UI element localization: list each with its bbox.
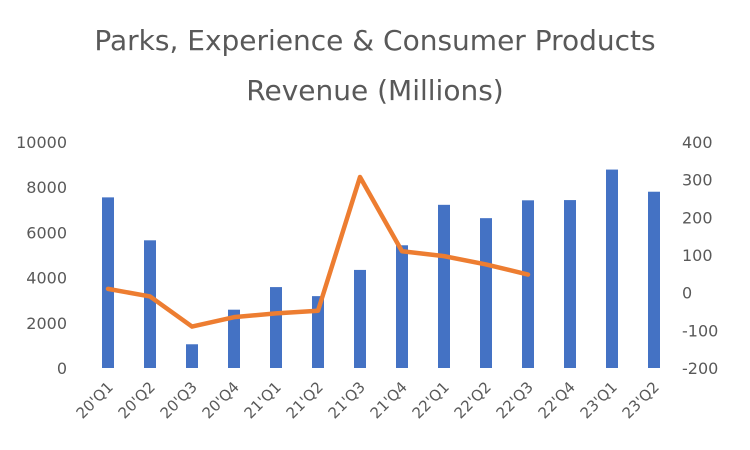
- y-left-tick-label: 6000: [26, 223, 67, 242]
- x-tick-label: 22'Q4: [535, 378, 579, 422]
- bar: [102, 197, 114, 368]
- x-tick-label: 21'Q1: [241, 378, 285, 422]
- x-tick-label: 22'Q1: [409, 378, 453, 422]
- bar: [228, 309, 240, 368]
- x-tick-label: 20'Q2: [115, 378, 159, 422]
- x-tick-label: 21'Q2: [283, 378, 327, 422]
- bar: [186, 344, 198, 368]
- bar: [606, 169, 618, 368]
- y-left-tick-label: 2000: [26, 314, 67, 333]
- bar: [396, 245, 408, 368]
- x-tick-label: 23'Q1: [577, 378, 621, 422]
- bar: [354, 269, 366, 368]
- chart-title: Parks, Experience & Consumer Products: [94, 24, 656, 57]
- x-tick-label: 21'Q3: [325, 378, 369, 422]
- y-left-tick-label: 0: [57, 359, 67, 378]
- x-tick-label: 23'Q2: [619, 378, 663, 422]
- y-left-tick-label: 8000: [26, 178, 67, 197]
- y-right-tick-label: 100: [682, 246, 713, 265]
- x-tick-label: 21'Q4: [367, 378, 411, 422]
- y-right-tick-label: -200: [682, 359, 718, 378]
- bar: [144, 240, 156, 368]
- x-tick-label: 20'Q3: [157, 378, 201, 422]
- bar: [270, 287, 282, 368]
- x-tick-label: 20'Q4: [199, 378, 243, 422]
- y-right-tick-label: 300: [682, 171, 713, 190]
- y-right-tick-label: 200: [682, 208, 713, 227]
- bar: [564, 200, 576, 368]
- bar: [480, 218, 492, 368]
- x-tick-label: 20'Q1: [73, 378, 117, 422]
- x-tick-label: 22'Q3: [493, 378, 537, 422]
- y-right-tick-label: -100: [682, 321, 718, 340]
- x-tick-label: 22'Q2: [451, 378, 495, 422]
- bar: [522, 200, 534, 368]
- bar: [648, 191, 660, 368]
- chart-subtitle: Revenue (Millions): [246, 74, 504, 107]
- y-right-tick-label: 400: [682, 133, 713, 152]
- line-series: [105, 174, 531, 329]
- bar: [312, 296, 324, 368]
- bar: [438, 204, 450, 368]
- y-left-tick-label: 4000: [26, 269, 67, 288]
- y-left-tick-label: 10000: [16, 133, 67, 152]
- y-right-tick-label: 0: [682, 284, 692, 303]
